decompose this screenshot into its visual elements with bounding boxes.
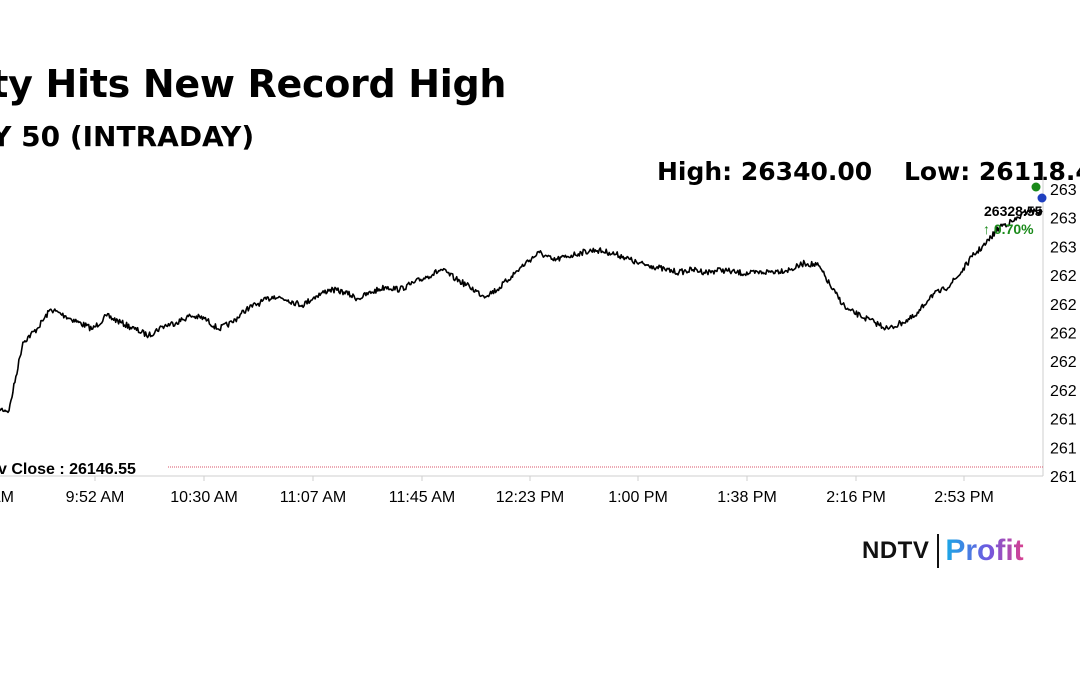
prev-close-label: v Close : 26146.55 (0, 461, 136, 478)
chart-subtitle: TY 50 (INTRADAY) (0, 120, 255, 153)
y-tick-label: 261 (1050, 440, 1077, 457)
chart-title: fty Hits New Record High (0, 62, 507, 106)
day-high-marker (1031, 182, 1041, 192)
x-tick-label: AM (0, 489, 14, 506)
ndtv-profit-logo: NDTV Profit (862, 533, 1024, 569)
change-percent-label: ↑ 0.70% (983, 221, 1034, 237)
x-tick-label: 1:00 PM (608, 489, 668, 506)
day-high-label: High: 26340.00 (657, 157, 873, 186)
x-tick-label: 2:53 PM (934, 489, 994, 506)
y-tick-label: 261 (1050, 412, 1077, 429)
x-tick-label: 10:30 AM (170, 489, 238, 506)
last-price-label: 26328.55 (984, 203, 1043, 219)
logo-ndtv-text: NDTV (862, 537, 930, 564)
y-tick-label: 262 (1050, 268, 1077, 285)
x-tick-label: 11:07 AM (280, 489, 346, 506)
price-series-line (0, 207, 1043, 414)
logo-profit-text: Profit (945, 534, 1024, 567)
y-tick-label: 261 (1050, 469, 1077, 486)
y-tick-label: 262 (1050, 354, 1077, 371)
y-tick-label: 262 (1050, 326, 1077, 343)
y-tick-label: 262 (1050, 383, 1077, 400)
x-tick-label: 12:23 PM (496, 489, 564, 506)
y-tick-label: 263 (1050, 239, 1077, 256)
y-tick-label: 263 (1050, 182, 1077, 199)
last-price-marker (1037, 193, 1047, 203)
x-tick-label: 1:38 PM (717, 489, 777, 506)
x-tick-label: 9:52 AM (66, 489, 125, 506)
day-low-label: Low: 26118.40 (904, 157, 1080, 186)
x-tick-label: 11:45 AM (389, 489, 455, 506)
logo-separator (937, 534, 940, 568)
y-tick-label: 263 (1050, 211, 1077, 228)
y-tick-label: 262 (1050, 297, 1077, 314)
x-tick-label: 2:16 PM (826, 489, 886, 506)
